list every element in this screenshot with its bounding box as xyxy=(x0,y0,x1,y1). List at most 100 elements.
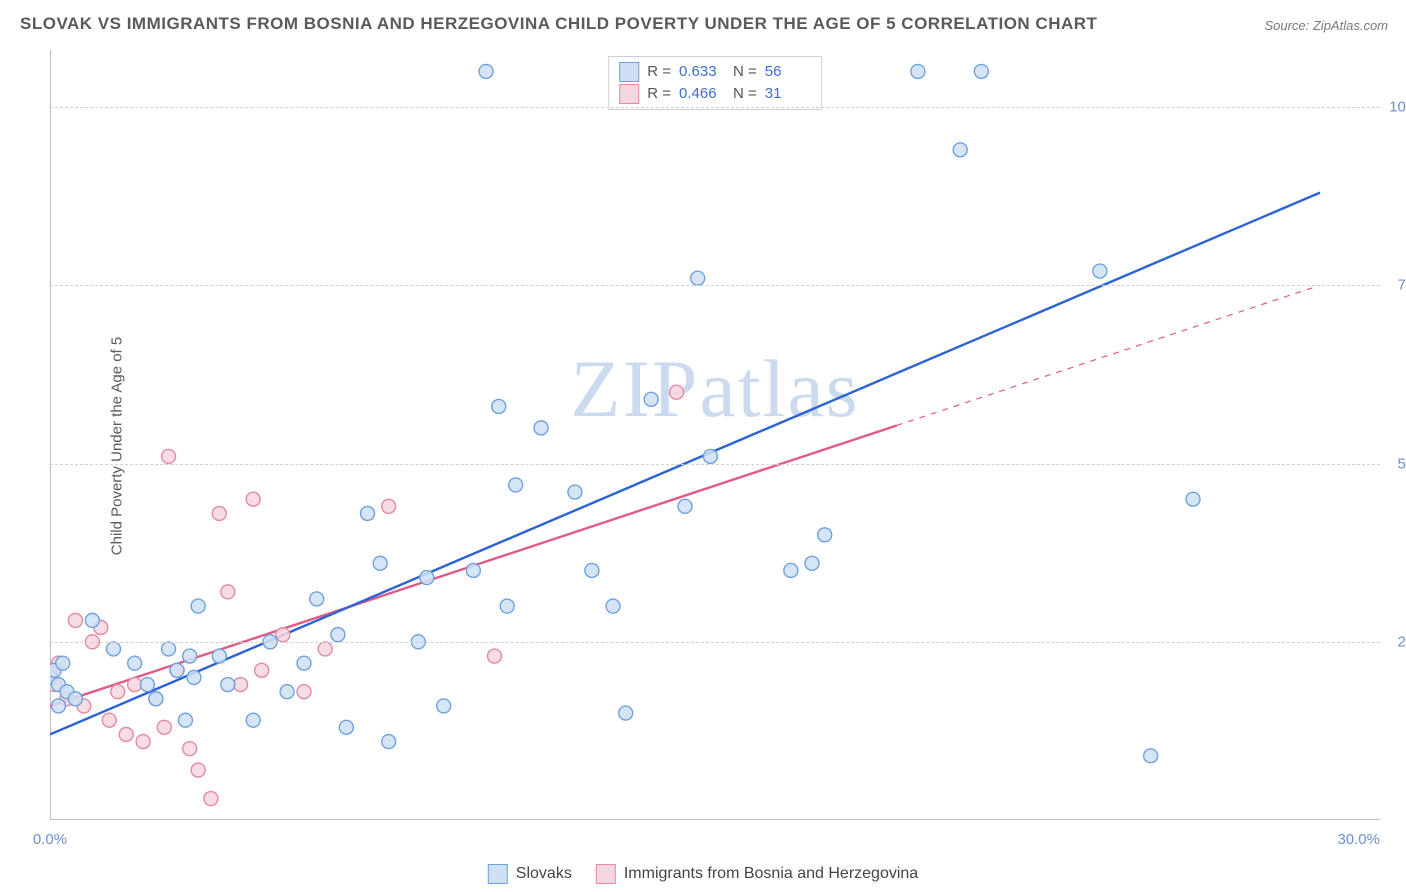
chart-svg xyxy=(50,50,1380,820)
data-point-slovaks xyxy=(1186,492,1200,506)
data-point-slovaks xyxy=(818,528,832,542)
data-point-bosnia xyxy=(670,385,684,399)
data-point-slovaks xyxy=(509,478,523,492)
data-point-bosnia xyxy=(136,735,150,749)
gridline xyxy=(50,464,1380,465)
data-point-slovaks xyxy=(339,720,353,734)
data-point-bosnia xyxy=(191,763,205,777)
r-label: R = xyxy=(647,83,671,105)
data-point-slovaks xyxy=(85,613,99,627)
ytick-label: 50.0% xyxy=(1385,455,1406,472)
data-point-slovaks xyxy=(466,563,480,577)
xtick-label: 0.0% xyxy=(33,831,67,848)
xtick-label: 30.0% xyxy=(1337,831,1380,848)
data-point-bosnia xyxy=(157,720,171,734)
data-point-bosnia xyxy=(128,678,142,692)
data-point-slovaks xyxy=(974,64,988,78)
data-point-slovaks xyxy=(170,663,184,677)
ytick-label: 25.0% xyxy=(1385,633,1406,650)
data-point-slovaks xyxy=(691,271,705,285)
legend-row-bosnia: R = 0.466 N = 31 xyxy=(619,83,811,105)
data-point-slovaks xyxy=(568,485,582,499)
ytick-label: 100.0% xyxy=(1385,99,1406,116)
data-point-bosnia xyxy=(382,499,396,513)
data-point-slovaks xyxy=(784,563,798,577)
data-point-slovaks xyxy=(585,563,599,577)
data-point-slovaks xyxy=(331,628,345,642)
swatch-bosnia xyxy=(619,84,639,104)
r-label: R = xyxy=(647,61,671,83)
data-point-slovaks xyxy=(1144,749,1158,763)
plot-area: ZIPatlas R = 0.633 N = 56 R = 0.466 N = … xyxy=(50,50,1380,820)
data-point-bosnia xyxy=(221,585,235,599)
data-point-slovaks xyxy=(911,64,925,78)
data-point-bosnia xyxy=(162,449,176,463)
data-point-bosnia xyxy=(276,628,290,642)
data-point-slovaks xyxy=(420,571,434,585)
data-point-slovaks xyxy=(619,706,633,720)
data-point-bosnia xyxy=(318,642,332,656)
data-point-bosnia xyxy=(234,678,248,692)
data-point-slovaks xyxy=(310,592,324,606)
data-point-bosnia xyxy=(255,663,269,677)
data-point-slovaks xyxy=(953,143,967,157)
source-label: Source: ZipAtlas.com xyxy=(1264,18,1388,33)
data-point-slovaks xyxy=(805,556,819,570)
series-legend: Slovaks Immigrants from Bosnia and Herze… xyxy=(488,864,918,884)
data-point-slovaks xyxy=(280,685,294,699)
data-point-slovaks xyxy=(212,649,226,663)
n-value-bosnia: 31 xyxy=(765,83,811,105)
r-value-bosnia: 0.466 xyxy=(679,83,725,105)
data-point-bosnia xyxy=(102,713,116,727)
data-point-bosnia xyxy=(246,492,260,506)
legend-item-slovaks: Slovaks xyxy=(488,864,572,884)
data-point-slovaks xyxy=(361,506,375,520)
data-point-slovaks xyxy=(437,699,451,713)
data-point-bosnia xyxy=(68,613,82,627)
data-point-slovaks xyxy=(703,449,717,463)
data-point-slovaks xyxy=(221,678,235,692)
n-label: N = xyxy=(733,61,757,83)
data-point-slovaks xyxy=(68,692,82,706)
data-point-slovaks xyxy=(297,656,311,670)
n-value-slovaks: 56 xyxy=(765,61,811,83)
n-label: N = xyxy=(733,83,757,105)
ytick-label: 75.0% xyxy=(1385,277,1406,294)
gridline xyxy=(50,642,1380,643)
data-point-slovaks xyxy=(128,656,142,670)
chart-title: SLOVAK VS IMMIGRANTS FROM BOSNIA AND HER… xyxy=(20,14,1097,34)
legend-row-slovaks: R = 0.633 N = 56 xyxy=(619,61,811,83)
data-point-slovaks xyxy=(534,421,548,435)
gridline xyxy=(50,107,1380,108)
data-point-slovaks xyxy=(382,735,396,749)
data-point-slovaks xyxy=(246,713,260,727)
data-point-slovaks xyxy=(187,670,201,684)
legend-item-bosnia: Immigrants from Bosnia and Herzegovina xyxy=(596,864,918,884)
data-point-slovaks xyxy=(162,642,176,656)
legend-label: Immigrants from Bosnia and Herzegovina xyxy=(624,865,918,883)
data-point-slovaks xyxy=(149,692,163,706)
data-point-slovaks xyxy=(56,656,70,670)
data-point-slovaks xyxy=(373,556,387,570)
data-point-bosnia xyxy=(183,742,197,756)
data-point-slovaks xyxy=(606,599,620,613)
data-point-slovaks xyxy=(678,499,692,513)
data-point-bosnia xyxy=(488,649,502,663)
data-point-slovaks xyxy=(644,392,658,406)
data-point-slovaks xyxy=(492,399,506,413)
data-point-bosnia xyxy=(119,727,133,741)
swatch-slovaks xyxy=(619,62,639,82)
gridline xyxy=(50,285,1380,286)
data-point-slovaks xyxy=(51,699,65,713)
data-point-slovaks xyxy=(191,599,205,613)
data-point-slovaks xyxy=(178,713,192,727)
data-point-bosnia xyxy=(204,792,218,806)
data-point-slovaks xyxy=(479,64,493,78)
data-point-slovaks xyxy=(107,642,121,656)
data-point-bosnia xyxy=(212,506,226,520)
trendline-bosnia-extrapolated xyxy=(897,285,1320,425)
r-value-slovaks: 0.633 xyxy=(679,61,725,83)
data-point-bosnia xyxy=(297,685,311,699)
data-point-bosnia xyxy=(111,685,125,699)
data-point-slovaks xyxy=(1093,264,1107,278)
